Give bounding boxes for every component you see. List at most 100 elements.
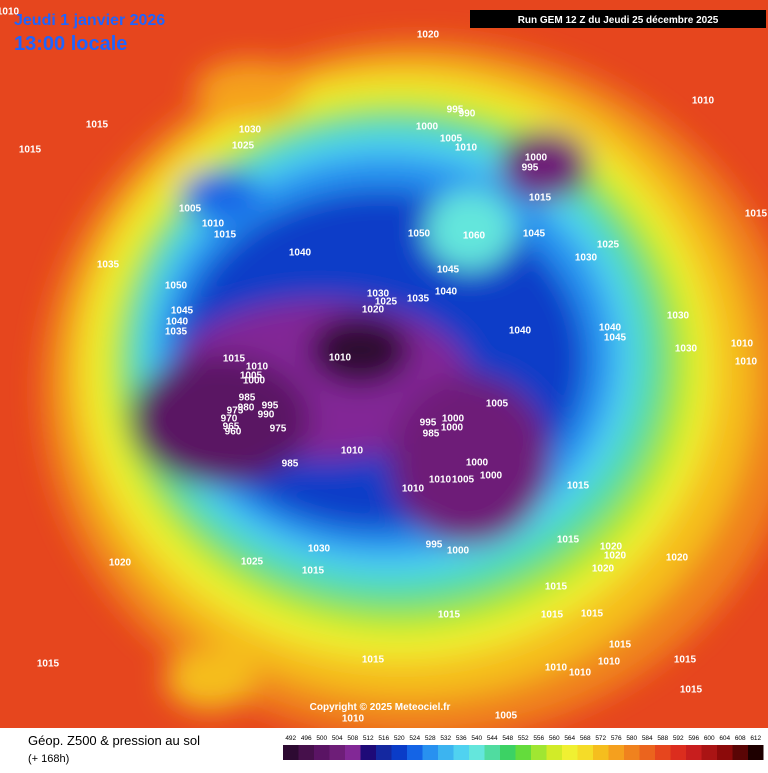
isobar-label: 1005 [495, 711, 518, 722]
colorbar-label: 592 [673, 735, 684, 742]
isobar-label: 1015 [438, 610, 461, 621]
isobar-label: 1045 [437, 265, 460, 276]
isobar-label: 1040 [289, 248, 312, 259]
colorbar-swatch [701, 745, 717, 760]
isobar-label: 1015 [680, 685, 703, 696]
isobar-label: 1025 [241, 557, 264, 568]
colorbar-label: 560 [549, 735, 560, 742]
isobar-label: 1030 [575, 253, 598, 264]
isobar-label: 1000 [447, 546, 470, 557]
colorbar-swatch [314, 745, 330, 760]
isobar-label: 995 [420, 418, 437, 429]
isobar-label: 1010 [341, 446, 364, 457]
isobar-label: 1005 [440, 134, 463, 145]
isobar-label: 1040 [599, 323, 622, 334]
colorbar-swatch [438, 745, 454, 760]
colorbar-label: 568 [580, 735, 591, 742]
isobar-label: 990 [459, 109, 476, 120]
colorbar-label: 536 [456, 735, 467, 742]
isobar-label: 960 [225, 427, 242, 438]
isobar-label: 995 [522, 163, 539, 174]
isobar-label: 1045 [171, 306, 194, 317]
colorbar-label: 612 [750, 735, 761, 742]
colorbar-label: 572 [595, 735, 606, 742]
colorbar-label: 596 [688, 735, 699, 742]
isobar-label: 1015 [302, 566, 325, 577]
isobar-label: 1015 [86, 120, 109, 131]
isobar-label: 1020 [362, 305, 385, 316]
colorbar-swatch [515, 745, 531, 760]
isobar-label: 1015 [581, 609, 604, 620]
isobar-label: 1050 [165, 281, 188, 292]
colorbar-label: 600 [704, 735, 715, 742]
isobar-labels: 1010102010151015103010259959901000100510… [0, 7, 768, 725]
isobar-label: 1010 [342, 714, 365, 725]
isobar-label: 1035 [407, 294, 430, 305]
run-info: Run GEM 12 Z du Jeudi 25 décembre 2025 [518, 15, 719, 26]
isobar-label: 1025 [597, 240, 620, 251]
footer-title: Géop. Z500 & pression au sol [28, 733, 200, 748]
colorbar-label: 520 [394, 735, 405, 742]
isobar-label: 1010 [402, 484, 425, 495]
isobar-label: 975 [227, 406, 244, 417]
isobar-label: 1035 [97, 260, 120, 271]
isobar-label: 1040 [435, 287, 458, 298]
colorbar-swatch [748, 745, 764, 760]
isobar-label: 1005 [452, 475, 475, 486]
colorbar-swatch [283, 745, 299, 760]
colorbar-swatch [469, 745, 485, 760]
colorbar-swatch [329, 745, 345, 760]
colorbar-swatch [360, 745, 376, 760]
colorbar-swatch [500, 745, 516, 760]
isobar-label: 995 [447, 105, 464, 116]
colorbar-swatch [577, 745, 593, 760]
colorbar-swatch [639, 745, 655, 760]
run-box [470, 10, 766, 28]
isobar-label: 995 [426, 540, 443, 551]
colorbar-swatch [655, 745, 671, 760]
isobar-label: 990 [258, 410, 275, 421]
isobar-label: 1010 [455, 143, 478, 154]
isobar-label: 985 [423, 429, 440, 440]
isobar-label: 1005 [179, 204, 202, 215]
footer-lead: (+ 168h) [28, 753, 69, 765]
isobar-label: 1005 [240, 371, 263, 382]
colorbar-label: 532 [440, 735, 451, 742]
isobar-label: 1010 [731, 339, 754, 350]
colorbar-swatch [484, 745, 500, 760]
isobar-label: 1015 [674, 655, 697, 666]
isobar-label: 1045 [604, 333, 627, 344]
isobar-label: 1010 [329, 353, 352, 364]
isobar-label: 1015 [362, 655, 385, 666]
isobar-label: 995 [262, 401, 279, 412]
colorbar-swatch [391, 745, 407, 760]
colorbar-swatch [407, 745, 423, 760]
isobar-label: 1015 [545, 582, 568, 593]
isobar-label: 1005 [486, 399, 509, 410]
isobar-label: 1000 [466, 458, 489, 469]
isobar-label: 1045 [523, 229, 546, 240]
colorbar-swatch [732, 745, 748, 760]
colorbar-label: 540 [471, 735, 482, 742]
isobar-label: 1030 [367, 289, 390, 300]
colorbar-swatch [593, 745, 609, 760]
colorbar-label: 548 [502, 735, 513, 742]
isobar-label: 1030 [667, 311, 690, 322]
isobar-label: 1015 [19, 145, 42, 156]
isobar-label: 1020 [600, 542, 623, 553]
isobar-label: 980 [238, 403, 255, 414]
isobar-label: 1015 [223, 354, 246, 365]
map [0, 0, 768, 740]
isobar-label: 1015 [214, 230, 237, 241]
colorbar-label: 528 [425, 735, 436, 742]
colorbar-label: 544 [487, 735, 498, 742]
isobar-label: 1015 [557, 535, 580, 546]
colorbar-label: 508 [347, 735, 358, 742]
colorbar-swatch [686, 745, 702, 760]
isobar-label: 1050 [408, 229, 431, 240]
colorbar-label: 496 [301, 735, 312, 742]
isobar-label: 1030 [308, 544, 331, 555]
isobar-label: 1020 [592, 564, 615, 575]
isobar-label: 1010 [735, 357, 758, 368]
colorbar-swatch [562, 745, 578, 760]
